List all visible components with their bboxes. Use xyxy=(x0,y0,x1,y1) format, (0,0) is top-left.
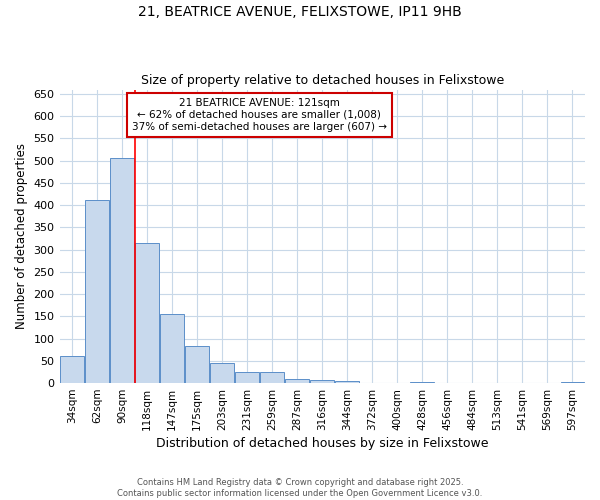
Bar xyxy=(335,381,359,383)
Bar xyxy=(110,158,134,383)
Text: Contains HM Land Registry data © Crown copyright and database right 2025.
Contai: Contains HM Land Registry data © Crown c… xyxy=(118,478,482,498)
Bar xyxy=(85,200,109,383)
Bar xyxy=(260,372,284,383)
Bar xyxy=(210,363,234,383)
Bar xyxy=(185,346,209,383)
Y-axis label: Number of detached properties: Number of detached properties xyxy=(15,144,28,330)
Title: Size of property relative to detached houses in Felixstowe: Size of property relative to detached ho… xyxy=(140,74,504,87)
Bar xyxy=(310,380,334,383)
Text: 21, BEATRICE AVENUE, FELIXSTOWE, IP11 9HB: 21, BEATRICE AVENUE, FELIXSTOWE, IP11 9H… xyxy=(138,5,462,19)
Bar xyxy=(286,378,309,383)
Bar xyxy=(135,243,159,383)
X-axis label: Distribution of detached houses by size in Felixstowe: Distribution of detached houses by size … xyxy=(156,437,488,450)
Bar xyxy=(235,372,259,383)
Bar xyxy=(160,314,184,383)
Bar xyxy=(60,356,84,383)
Text: 21 BEATRICE AVENUE: 121sqm
← 62% of detached houses are smaller (1,008)
37% of s: 21 BEATRICE AVENUE: 121sqm ← 62% of deta… xyxy=(132,98,387,132)
Bar xyxy=(410,382,434,383)
Bar xyxy=(560,382,584,383)
